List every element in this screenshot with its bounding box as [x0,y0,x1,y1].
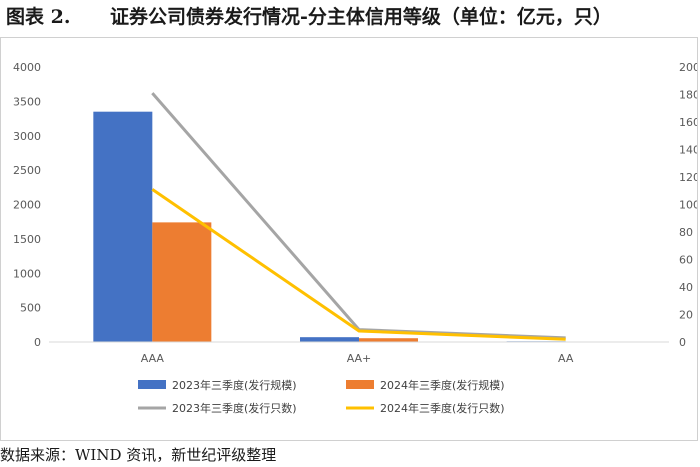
figure-label: 图表 2. [6,6,71,28]
left-axis: 0 500 1000 1500 2000 2500 3000 3500 4000 [13,61,41,349]
right-tick-label: 180 [679,89,697,102]
left-tick-label: 0 [34,336,41,349]
right-tick-label: 20 [679,309,693,322]
figure-title-text: 证券公司债券发行情况-分主体信用等级（单位：亿元，只） [110,6,612,28]
right-tick-label: 120 [679,171,697,184]
right-tick-label: 0 [679,336,686,349]
right-tick-label: 60 [679,254,693,267]
category-label: AA [558,352,574,365]
left-tick-label: 1500 [13,233,41,246]
line-series [151,92,566,341]
left-tick-label: 3000 [13,130,41,143]
left-tick-label: 4000 [13,61,41,74]
legend-label: 2023年三季度(发行只数) [172,401,297,415]
right-tick-label: 100 [679,199,697,212]
legend-label: 2024年三季度(发行规模) [380,378,505,392]
right-tick-label: 80 [679,226,693,239]
right-tick-label: 200 [679,61,697,74]
left-tick-label: 2500 [13,164,41,177]
left-tick-label: 2000 [13,199,41,212]
legend-label: 2024年三季度(发行只数) [380,401,505,415]
category-label: AA+ [347,352,372,365]
right-tick-label: 140 [679,144,697,157]
legend-swatch [138,380,166,389]
category-label: AAA [141,352,165,365]
bar [93,111,153,342]
left-tick-label: 500 [20,302,41,315]
series-line [151,92,566,340]
source-note: 数据来源：WIND 资讯，新世纪评级整理 [0,446,277,464]
legend: 2023年三季度(发行规模) 2024年三季度(发行规模) 2023年三季度(发行只… [138,378,505,415]
bar [300,337,359,342]
legend-label: 2023年三季度(发行规模) [172,378,297,392]
right-axis: 0 20 40 60 80 100 120 140 160 180 200 [679,61,700,349]
figure-title: 图表 2. 证券公司债券发行情况-分主体信用等级（单位：亿元，只） [6,4,612,30]
right-tick-label: 160 [679,116,697,129]
left-tick-label: 1000 [13,267,41,280]
legend-swatch [346,380,374,389]
bar [359,338,418,342]
chart-frame: 0 500 1000 1500 2000 2500 3000 3500 4000 0 20 40 60… [0,37,700,441]
x-axis: AAA AA+ AA [141,352,574,365]
bar [152,222,212,342]
series-line [151,188,566,341]
right-tick-label: 40 [679,281,693,294]
left-tick-label: 3500 [13,95,41,108]
bar-series [93,111,625,342]
bond-issuance-chart: 0 500 1000 1500 2000 2500 3000 3500 4000 0 20 40 60… [13,61,700,415]
